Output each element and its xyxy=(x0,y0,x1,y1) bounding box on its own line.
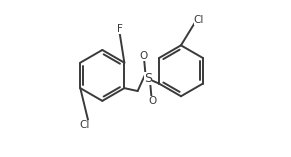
Text: Cl: Cl xyxy=(194,15,204,25)
Text: Cl: Cl xyxy=(79,120,90,130)
Text: O: O xyxy=(148,96,157,106)
Text: S: S xyxy=(144,72,152,85)
Text: O: O xyxy=(139,51,147,61)
Text: F: F xyxy=(117,24,123,34)
